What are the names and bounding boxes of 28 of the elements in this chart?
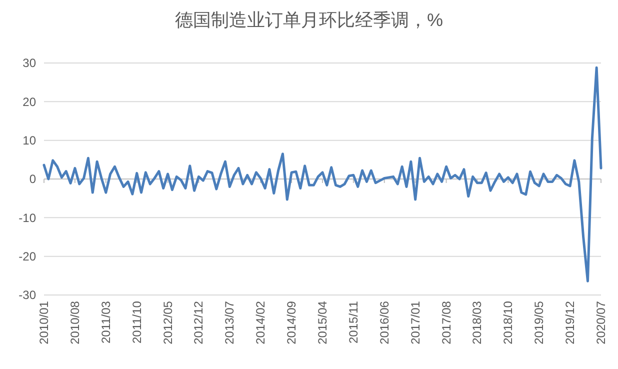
y-tick-label: -30 — [18, 288, 36, 302]
y-tick-label: 20 — [22, 94, 36, 109]
x-tick-label: 2018/03 — [470, 300, 484, 344]
x-tick-label: 2018/10 — [501, 300, 516, 344]
x-tick-label: 2010/08 — [68, 300, 82, 344]
x-tick-label: 2010/01 — [37, 300, 51, 344]
x-tick-label: 2017/01 — [408, 300, 422, 344]
x-tick-label: 2012/05 — [160, 300, 175, 344]
y-tick-label: -10 — [18, 210, 36, 225]
x-tick-label: 2011/10 — [130, 300, 144, 344]
x-tick-label: 2020/07 — [594, 300, 608, 344]
y-tick-label: 30 — [22, 56, 36, 70]
x-tick-label: 2014/09 — [284, 300, 299, 344]
x-tick-label: 2014/02 — [254, 300, 268, 344]
x-tick-label: 2015/11 — [346, 300, 360, 344]
x-tick-label: 2015/04 — [316, 300, 330, 344]
x-tick-label: 2012/12 — [192, 300, 206, 344]
x-tick-label: 2016/06 — [377, 300, 392, 344]
x-tick-label: 2011/03 — [98, 300, 113, 344]
x-tick-label: 2019/05 — [532, 300, 546, 344]
x-tick-label: 2013/07 — [222, 300, 237, 344]
x-tick-label: 2019/12 — [563, 300, 578, 344]
y-tick-label: 0 — [29, 172, 36, 186]
y-tick-label: 10 — [22, 134, 36, 148]
x-tick-label: 2017/08 — [439, 300, 454, 344]
line-series — [42, 66, 602, 282]
y-tick-label: -20 — [18, 250, 36, 264]
chart-title: 德国制造业订单月环比经季调，% — [174, 10, 444, 30]
